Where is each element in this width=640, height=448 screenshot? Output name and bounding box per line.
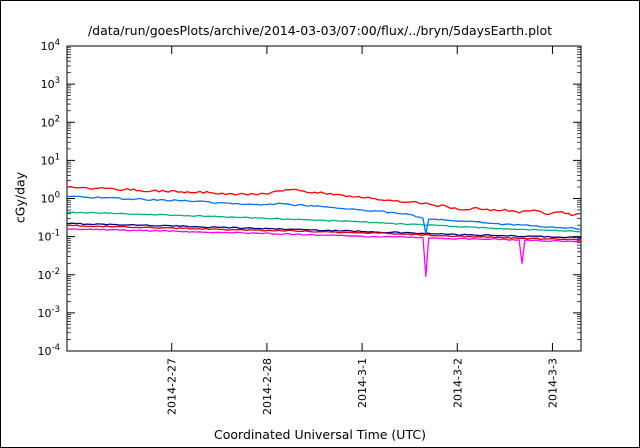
x-tick-label: 2014-2-28 (261, 358, 274, 415)
y-tick-label: 10-1 (38, 229, 60, 244)
series-red (66, 185, 582, 217)
series-magenta (66, 228, 582, 278)
y-tick-label: 104 (41, 38, 60, 53)
y-tick-label: 10-3 (38, 305, 60, 320)
series-green (66, 211, 581, 233)
y-tick-label: 100 (41, 191, 60, 206)
x-tick-label: 2014-3-1 (356, 358, 369, 408)
axis-box (66, 45, 582, 352)
y-tick-label: 10-2 (38, 267, 60, 282)
series-navy (66, 222, 582, 239)
chart-title: /data/run/goesPlots/archive/2014-03-03/0… (87, 23, 553, 38)
y-tick-label: 101 (41, 152, 60, 167)
series-blue (66, 195, 582, 235)
x-axis-label: Coordinated Universal Time (UTC) (214, 427, 426, 442)
y-tick-label: 102 (41, 114, 60, 129)
x-tick-label: 2014-3-2 (451, 358, 464, 408)
y-tick-label: 103 (41, 76, 60, 91)
x-tick-label: 2014-3-3 (546, 358, 559, 408)
x-tick-label: 2014-2-27 (166, 358, 179, 415)
series-dark-red (66, 224, 582, 241)
y-tick-label: 10-4 (38, 343, 60, 358)
